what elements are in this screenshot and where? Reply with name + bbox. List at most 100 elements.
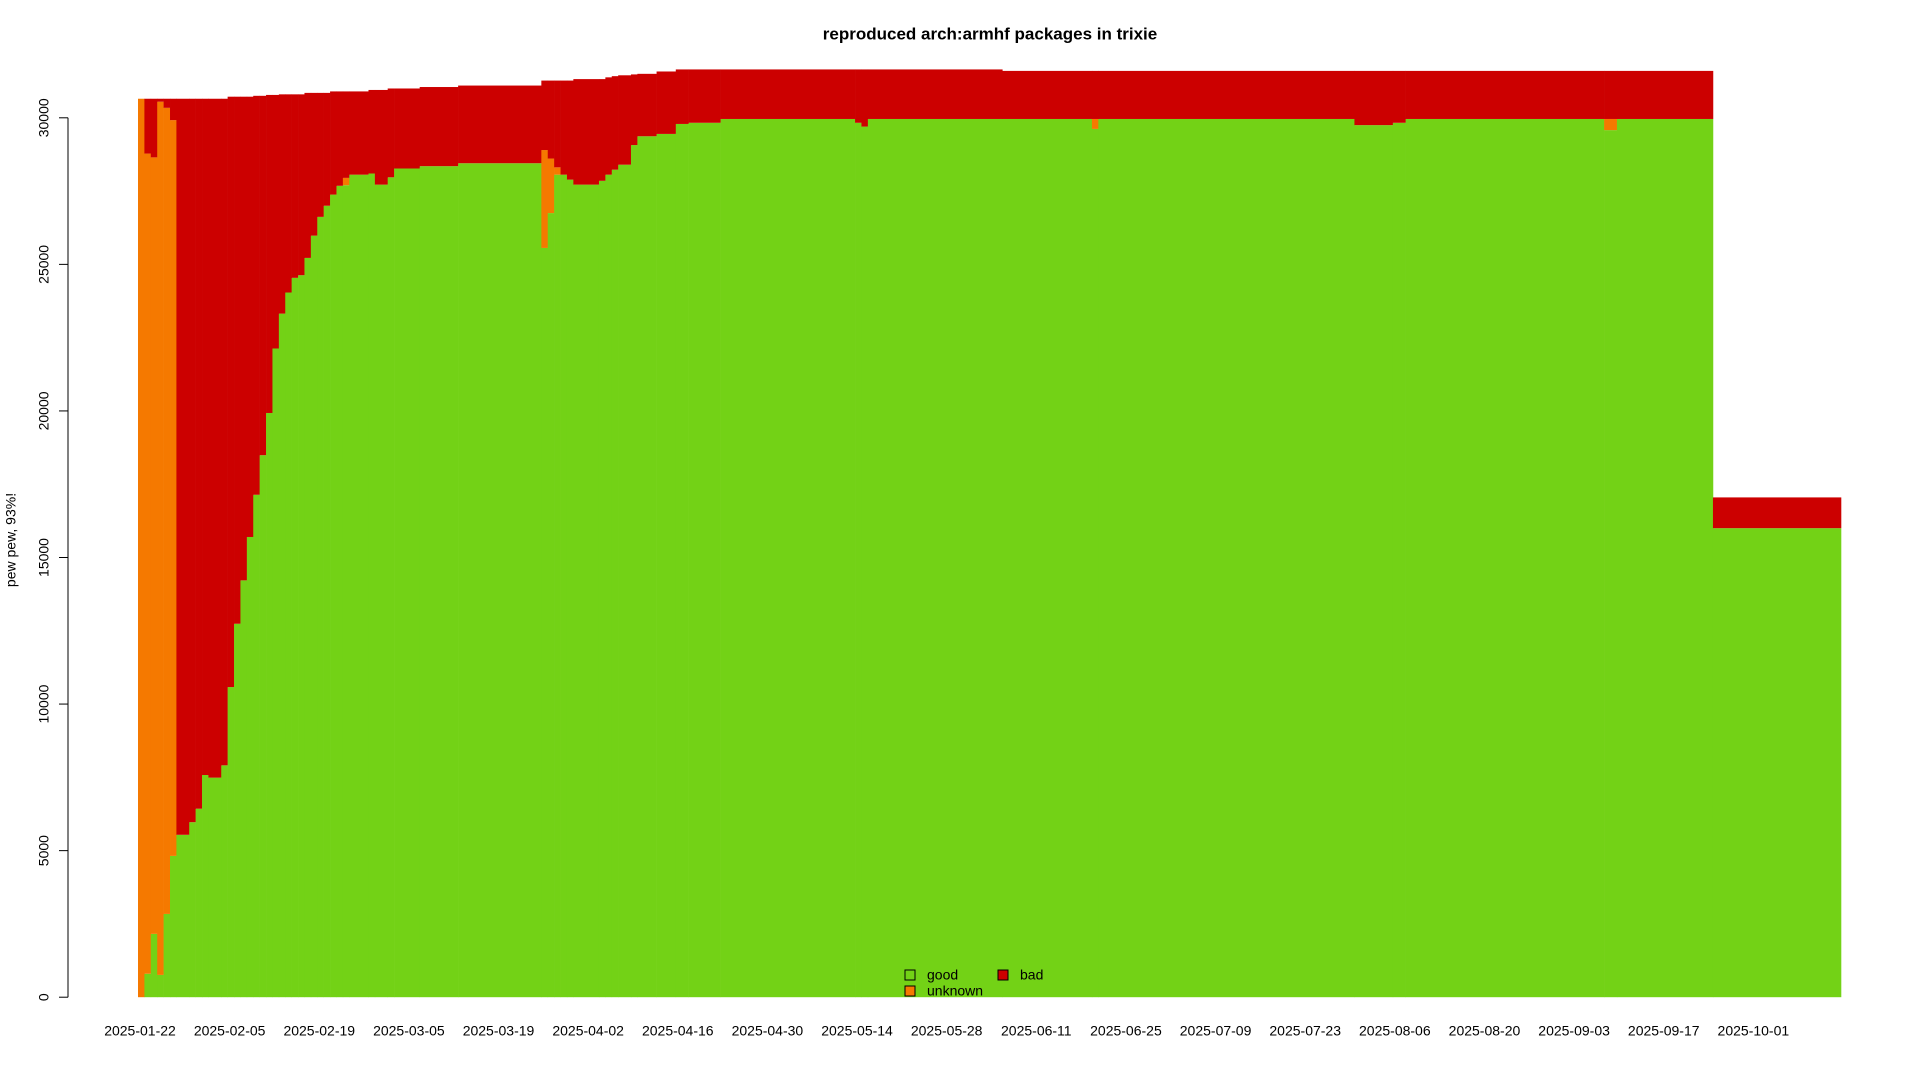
bar-segment <box>253 494 260 998</box>
bar-segment <box>566 80 574 180</box>
bar-segment <box>202 98 209 776</box>
bar-segment <box>208 777 222 998</box>
bar-segment <box>157 98 164 102</box>
bar-segment <box>266 94 273 413</box>
bar-segment <box>1002 118 1093 998</box>
bar-segment <box>144 153 152 974</box>
bar-segment <box>285 94 292 293</box>
bar-segment <box>349 174 369 998</box>
bar-segment <box>157 101 164 975</box>
bar-segment <box>170 98 177 121</box>
bar-segment <box>272 348 280 998</box>
bar-segment <box>573 79 600 185</box>
bar-segment <box>394 168 420 998</box>
bar-segment <box>554 174 561 998</box>
x-tick-label: 2025-04-02 <box>552 1023 624 1039</box>
bar-segment <box>195 808 203 998</box>
bar-segment <box>323 205 331 998</box>
bar-segment <box>227 96 235 688</box>
bar-segment <box>618 164 632 998</box>
bar-segment <box>1098 70 1355 119</box>
bar-segment <box>675 123 689 998</box>
bar-segment <box>541 247 549 998</box>
bar-segment <box>208 98 222 778</box>
bar-segment <box>611 76 619 170</box>
x-tick-label: 2025-04-16 <box>642 1023 714 1039</box>
bar-segment <box>637 73 657 137</box>
bar-segment <box>656 133 677 998</box>
y-tick-label: 15000 <box>36 538 52 577</box>
bars <box>138 69 1842 998</box>
bar-segment <box>1405 70 1605 119</box>
x-tick-label: 2025-03-19 <box>463 1023 535 1039</box>
x-tick-label: 2025-02-19 <box>283 1023 355 1039</box>
bar-segment <box>272 94 280 349</box>
bar-segment <box>867 118 1003 998</box>
legend-label: good <box>927 967 958 983</box>
bar-segment <box>605 77 613 175</box>
bar-segment <box>458 85 542 164</box>
bar-segment <box>675 69 689 124</box>
legend-label: bad <box>1020 967 1043 983</box>
bar-segment <box>419 166 459 998</box>
bar-segment <box>150 98 158 158</box>
bar-segment <box>458 163 542 998</box>
bar-segment <box>1091 118 1099 129</box>
bar-segment <box>285 292 292 998</box>
bar-segment <box>573 184 600 998</box>
bar-segment <box>310 235 318 998</box>
bar-segment <box>170 855 177 998</box>
x-tick-label: 2025-10-01 <box>1718 1023 1790 1039</box>
bar-segment <box>163 107 171 914</box>
bar-segment <box>157 974 164 998</box>
x-tick-label: 2025-05-14 <box>821 1023 893 1039</box>
bar-segment <box>342 177 350 186</box>
bar-segment <box>374 184 388 998</box>
bar-segment <box>1091 128 1099 998</box>
bar-segment <box>195 98 203 809</box>
chart-title: reproduced arch:armhf packages in trixie <box>823 24 1157 43</box>
bar-segment <box>560 174 568 998</box>
bar-segment <box>547 213 555 998</box>
bar-segment <box>163 98 171 108</box>
bar-segment <box>394 88 420 169</box>
bar-segment <box>1712 528 1842 998</box>
bar-segment <box>720 69 856 119</box>
x-tick-label: 2025-08-20 <box>1449 1023 1521 1039</box>
bar-segment <box>291 277 299 998</box>
bar-segment <box>867 69 1003 119</box>
bar-segment <box>234 96 241 624</box>
bar-segment <box>1002 70 1093 119</box>
bar-segment <box>656 71 677 134</box>
bar-segment <box>554 80 561 168</box>
bar-segment <box>1098 118 1355 998</box>
bar-segment <box>1616 70 1714 119</box>
x-tick-label: 2025-09-17 <box>1628 1023 1700 1039</box>
bar-segment <box>688 69 721 123</box>
bar-segment <box>566 179 574 998</box>
bar-segment <box>554 167 561 175</box>
y-tick-label: 20000 <box>36 391 52 430</box>
bar-segment <box>1392 122 1406 998</box>
bar-segment <box>317 216 324 998</box>
bar-segment <box>298 275 305 998</box>
x-tick-label: 2025-07-09 <box>1180 1023 1252 1039</box>
bar-segment <box>1604 70 1618 119</box>
bar-segment <box>144 973 152 998</box>
bar-segment <box>176 834 190 998</box>
bar-segment <box>278 94 286 314</box>
bar-segment <box>259 455 267 998</box>
bar-segment <box>861 126 869 998</box>
bar-segment <box>221 98 228 766</box>
bar-segment <box>419 87 459 167</box>
bar-segment <box>630 74 638 146</box>
bar-segment <box>374 89 388 185</box>
bar-segment <box>1712 497 1842 529</box>
bar-segment <box>330 194 337 998</box>
bar-segment <box>240 96 248 581</box>
y-axis-label: pew pew, 93%! <box>3 493 19 587</box>
y-tick-label: 25000 <box>36 245 52 284</box>
bar-segment <box>336 91 344 186</box>
bar-segment <box>855 122 862 998</box>
